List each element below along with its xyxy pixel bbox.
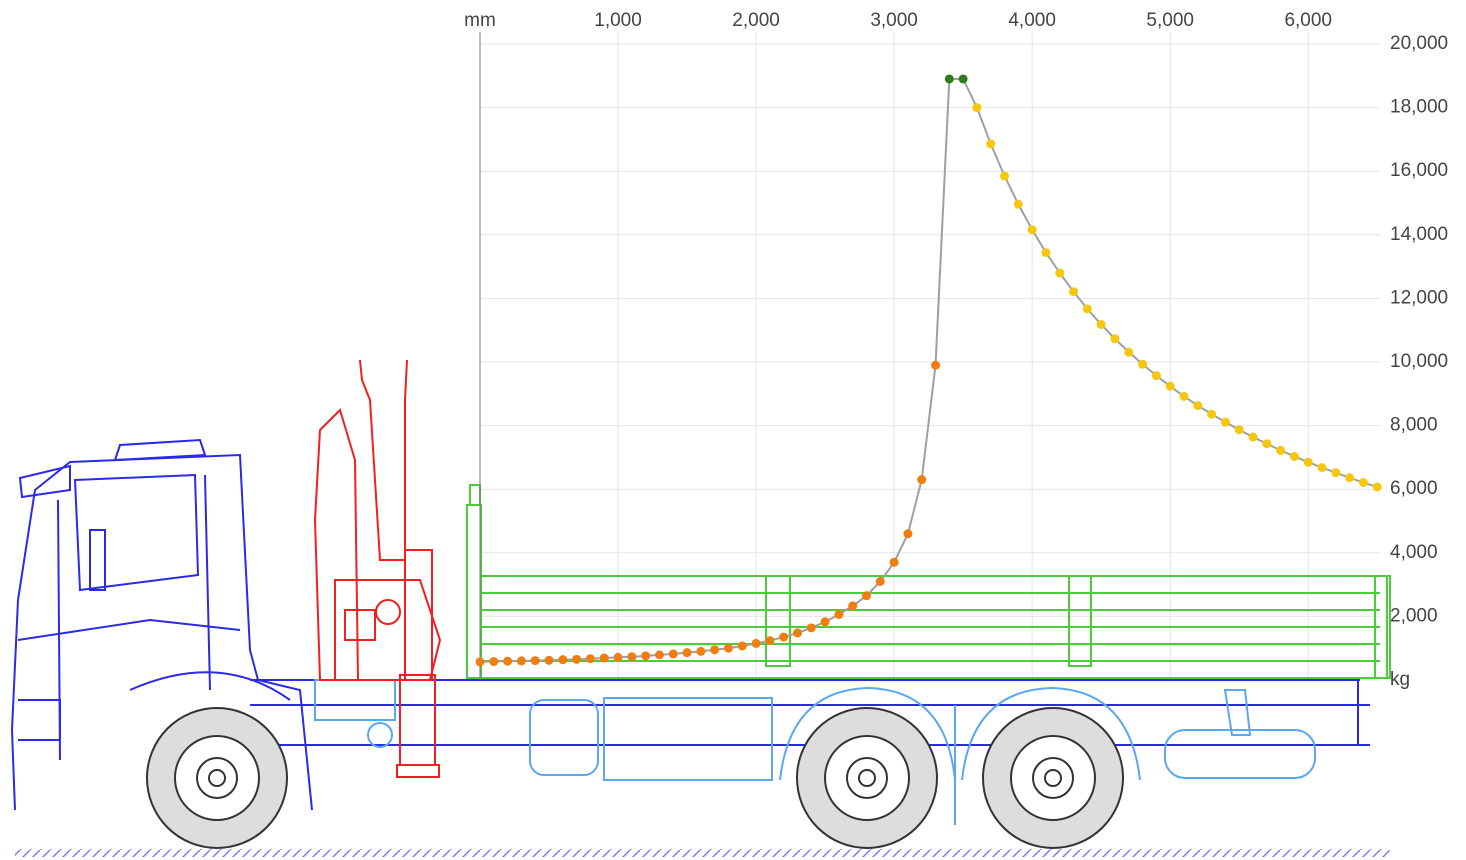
data-point — [793, 628, 802, 637]
data-point — [1276, 446, 1285, 455]
data-point — [1207, 410, 1216, 419]
data-point — [1014, 200, 1023, 209]
connector — [936, 79, 950, 365]
data-point — [572, 655, 581, 664]
data-point — [848, 601, 857, 610]
data-point — [1318, 463, 1327, 472]
truck-drawing — [12, 360, 1390, 857]
data-point — [1097, 320, 1106, 329]
data-point — [1221, 418, 1230, 427]
crane — [315, 360, 440, 777]
data-point — [1124, 348, 1133, 357]
data-point — [931, 361, 940, 370]
chassis — [250, 680, 1370, 745]
data-point — [862, 591, 871, 600]
data-point — [1041, 248, 1050, 257]
data-point — [972, 103, 981, 112]
plot — [476, 74, 1382, 666]
data-point — [710, 645, 719, 654]
x-tick-label: 2,000 — [732, 10, 780, 31]
data-point — [1193, 401, 1202, 410]
data-point — [1166, 382, 1175, 391]
data-point — [1359, 478, 1368, 487]
y-tick-label: 16,000 — [1390, 160, 1448, 181]
x-tick-label: mm — [464, 10, 496, 31]
y-tick-label: 2,000 — [1390, 605, 1438, 626]
data-point — [724, 644, 733, 653]
data-point — [627, 652, 636, 661]
data-point — [545, 656, 554, 665]
y-tick-label: kg — [1390, 669, 1410, 690]
data-point — [558, 655, 567, 664]
data-point — [821, 617, 830, 626]
data-point — [903, 529, 912, 538]
data-point — [738, 641, 747, 650]
data-point — [1290, 452, 1299, 461]
data-point — [986, 139, 995, 148]
x-tick-label: 6,000 — [1284, 10, 1332, 31]
data-point — [1262, 439, 1271, 448]
data-point — [1235, 425, 1244, 434]
data-point — [503, 657, 512, 666]
data-point — [1110, 334, 1119, 343]
data-point — [876, 577, 885, 586]
data-point — [696, 647, 705, 656]
data-point — [807, 623, 816, 632]
data-point — [476, 657, 485, 666]
data-point — [641, 651, 650, 660]
y-tick-label: 10,000 — [1390, 351, 1448, 372]
ground — [15, 849, 1390, 857]
grid — [480, 32, 1380, 680]
data-point — [779, 633, 788, 642]
data-point — [683, 648, 692, 657]
x-tick-label: 3,000 — [870, 10, 918, 31]
series-line — [480, 365, 936, 662]
data-point — [1083, 304, 1092, 313]
data-point — [1331, 468, 1340, 477]
data-point — [959, 74, 968, 83]
y-tick-label: 20,000 — [1390, 33, 1448, 54]
data-point — [1179, 392, 1188, 401]
chart: mm 1,000 2,000 3,000 4,000 5,000 6,000 kg 2,000 4… — [0, 0, 1466, 860]
series-line — [977, 108, 1377, 487]
y-tick-label: 4,000 — [1390, 542, 1438, 563]
x-tick-label: 5,000 — [1146, 10, 1194, 31]
y-tick-label: 6,000 — [1390, 478, 1438, 499]
data-point — [655, 650, 664, 659]
data-point — [489, 657, 498, 666]
y-tick-label: 14,000 — [1390, 224, 1448, 245]
connector — [963, 79, 977, 108]
data-point — [752, 639, 761, 648]
data-point — [517, 656, 526, 665]
data-point — [1000, 171, 1009, 180]
data-point — [1373, 482, 1382, 491]
y-tick-label: 8,000 — [1390, 415, 1438, 436]
data-point — [1345, 473, 1354, 482]
x-tick-label: 4,000 — [1008, 10, 1056, 31]
data-point — [600, 654, 609, 663]
data-point — [890, 558, 899, 567]
data-point — [1069, 287, 1078, 296]
data-point — [1304, 458, 1313, 467]
data-point — [834, 610, 843, 619]
data-point — [765, 636, 774, 645]
data-point — [586, 654, 595, 663]
data-point — [1138, 360, 1147, 369]
y-tick-label: 12,000 — [1390, 287, 1448, 308]
x-tick-label: 1,000 — [594, 10, 642, 31]
data-point — [531, 656, 540, 665]
data-point — [1028, 225, 1037, 234]
data-point — [1152, 371, 1161, 380]
truck-bed — [467, 485, 1390, 678]
data-point — [945, 74, 954, 83]
data-point — [1249, 433, 1258, 442]
y-tick-label: 18,000 — [1390, 97, 1448, 118]
data-point — [917, 475, 926, 484]
data-point — [1055, 268, 1064, 277]
data-point — [614, 653, 623, 662]
data-point — [669, 649, 678, 658]
